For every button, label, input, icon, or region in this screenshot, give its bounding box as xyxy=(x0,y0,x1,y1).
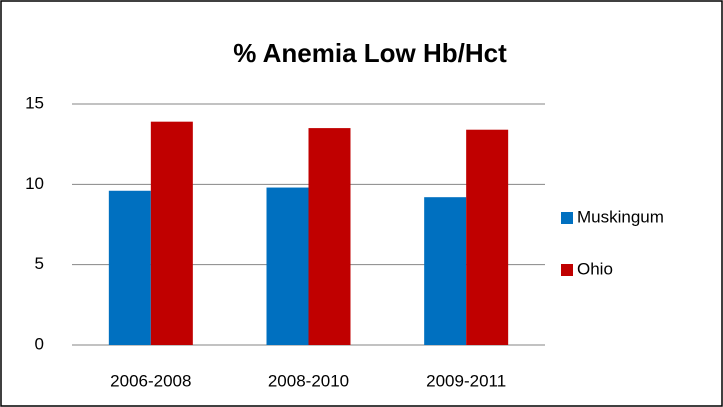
x-tick-label: 2009-2011 xyxy=(426,371,506,390)
bar xyxy=(266,187,309,345)
chart-title: % Anemia Low Hb/Hct xyxy=(233,38,507,68)
legend-label: Muskingum xyxy=(577,207,664,226)
y-tick-label: 0 xyxy=(35,334,44,353)
bar xyxy=(108,190,151,345)
y-tick-label: 5 xyxy=(35,254,44,273)
y-tick-label: 15 xyxy=(25,93,44,112)
x-tick-label: 2008-2010 xyxy=(268,371,349,390)
legend-label: Ohio xyxy=(577,259,613,278)
x-tick-label: 2006-2008 xyxy=(110,371,191,390)
bar xyxy=(424,197,467,345)
bar xyxy=(466,129,509,345)
legend-swatch xyxy=(561,212,573,224)
bar xyxy=(308,128,351,345)
bar xyxy=(150,121,193,345)
y-tick-label: 10 xyxy=(25,174,44,193)
legend-swatch xyxy=(561,264,573,276)
